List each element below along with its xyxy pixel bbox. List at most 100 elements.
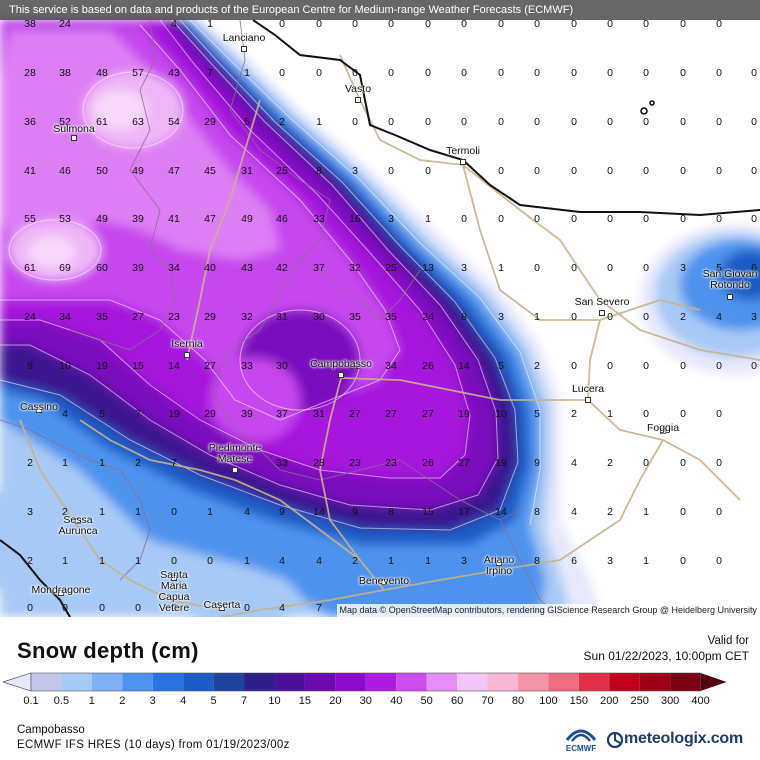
grid-value: 4 bbox=[171, 18, 177, 30]
city-marker[interactable] bbox=[171, 575, 177, 581]
grid-value: 1 bbox=[99, 506, 105, 518]
grid-value: 0 bbox=[751, 116, 757, 128]
grid-value: 1 bbox=[62, 555, 68, 567]
grid-value: 34 bbox=[168, 262, 180, 274]
city-marker[interactable] bbox=[36, 407, 42, 413]
grid-value: 49 bbox=[96, 213, 108, 225]
grid-value: 27 bbox=[204, 360, 216, 372]
colorbar-segment bbox=[61, 673, 92, 691]
grid-value: 24 bbox=[59, 18, 71, 30]
grid-value: 47 bbox=[168, 165, 180, 177]
grid-value: 0 bbox=[643, 311, 649, 323]
grid-value: 3 bbox=[680, 262, 686, 274]
grid-value: 29 bbox=[204, 408, 216, 420]
city-marker[interactable] bbox=[338, 372, 344, 378]
grid-value: 54 bbox=[168, 116, 180, 128]
grid-value: 3 bbox=[461, 555, 467, 567]
snow-depth-map[interactable]: This service is based on data and produc… bbox=[0, 0, 760, 617]
grid-value: 9 bbox=[534, 457, 540, 469]
grid-value: 30 bbox=[276, 360, 288, 372]
grid-value: 63 bbox=[132, 116, 144, 128]
colorbar-tick-label: 50 bbox=[420, 695, 433, 707]
grid-value: 34 bbox=[59, 311, 71, 323]
color-scale-bar bbox=[3, 672, 727, 692]
grid-value: 2 bbox=[27, 457, 33, 469]
grid-value: 9 bbox=[27, 360, 33, 372]
grid-value: 0 bbox=[716, 165, 722, 177]
city-marker[interactable] bbox=[381, 579, 387, 585]
grid-value: 61 bbox=[96, 116, 108, 128]
grid-value: 25 bbox=[276, 165, 288, 177]
city-marker[interactable] bbox=[599, 310, 605, 316]
city-marker[interactable] bbox=[184, 352, 190, 358]
city-marker[interactable] bbox=[219, 605, 225, 611]
coastline-tyrrhenian bbox=[0, 539, 71, 617]
city-marker[interactable] bbox=[727, 294, 733, 300]
city-marker[interactable] bbox=[460, 159, 466, 165]
grid-value: 36 bbox=[24, 116, 36, 128]
grid-value: 1 bbox=[207, 18, 213, 30]
grid-value: 53 bbox=[59, 213, 71, 225]
grid-value: 2 bbox=[135, 457, 141, 469]
grid-value: 1 bbox=[207, 506, 213, 518]
colorbar-tick-label: 5 bbox=[210, 695, 217, 707]
grid-value: 0 bbox=[571, 311, 577, 323]
city-marker[interactable] bbox=[241, 46, 247, 52]
city-marker[interactable] bbox=[71, 135, 77, 141]
city-label: Lanciano bbox=[222, 32, 266, 44]
grid-value: 7 bbox=[207, 67, 213, 79]
grid-value: 4 bbox=[316, 555, 322, 567]
city-marker[interactable] bbox=[232, 467, 238, 473]
colorbar-tick-label: 40 bbox=[390, 695, 403, 707]
grid-value: 46 bbox=[59, 165, 71, 177]
grid-value: 31 bbox=[241, 165, 253, 177]
grid-value: 0 bbox=[680, 555, 686, 567]
colorbar-tick-label: 150 bbox=[569, 695, 588, 707]
city-marker[interactable] bbox=[585, 397, 591, 403]
grid-value: 27 bbox=[422, 408, 434, 420]
grid-value: 19 bbox=[96, 360, 108, 372]
colorbar-segment bbox=[244, 673, 275, 691]
grid-value: 0 bbox=[316, 67, 322, 79]
grid-value: 0 bbox=[680, 67, 686, 79]
grid-value: 28 bbox=[24, 67, 36, 79]
grid-value: 32 bbox=[349, 360, 361, 372]
grid-value: 29 bbox=[204, 116, 216, 128]
city-marker[interactable] bbox=[75, 518, 81, 524]
grid-value: 31 bbox=[313, 408, 325, 420]
grid-value: 0 bbox=[716, 408, 722, 420]
grid-value: 2 bbox=[27, 555, 33, 567]
grid-value: 0 bbox=[607, 18, 613, 30]
grid-value: 1 bbox=[99, 457, 105, 469]
grid-value: 3 bbox=[498, 311, 504, 323]
grid-value: 9 bbox=[279, 506, 285, 518]
grid-value: 0 bbox=[279, 18, 285, 30]
ecmwf-disclaimer-banner: This service is based on data and produc… bbox=[0, 0, 760, 20]
grid-value: 3 bbox=[607, 555, 613, 567]
grid-value: 45 bbox=[204, 165, 216, 177]
grid-value: 1 bbox=[425, 213, 431, 225]
colorbar-segment bbox=[365, 673, 397, 691]
colorbar-tick-label: 30 bbox=[359, 695, 372, 707]
city-marker[interactable] bbox=[355, 97, 361, 103]
grid-value: 0 bbox=[388, 67, 394, 79]
grid-value: 19 bbox=[168, 408, 180, 420]
grid-value: 37 bbox=[313, 262, 325, 274]
grid-value: 0 bbox=[534, 165, 540, 177]
city-marker[interactable] bbox=[58, 590, 64, 596]
grid-value: 0 bbox=[62, 602, 68, 614]
city-marker[interactable] bbox=[660, 428, 666, 434]
colorbar-segment bbox=[639, 673, 671, 691]
colorbar-tick-label: 20 bbox=[329, 695, 342, 707]
grid-value: 34 bbox=[385, 360, 397, 372]
meteologix-brand[interactable]: meteologix.com bbox=[624, 730, 744, 747]
grid-value: 47 bbox=[204, 213, 216, 225]
grid-value: 0 bbox=[571, 18, 577, 30]
grid-value: 0 bbox=[751, 360, 757, 372]
grid-value: 0 bbox=[571, 116, 577, 128]
grid-value: 7 bbox=[171, 457, 177, 469]
city-marker[interactable] bbox=[496, 560, 502, 566]
grid-value: 0 bbox=[607, 67, 613, 79]
grid-value: 2 bbox=[352, 555, 358, 567]
grid-value: 0 bbox=[498, 116, 504, 128]
